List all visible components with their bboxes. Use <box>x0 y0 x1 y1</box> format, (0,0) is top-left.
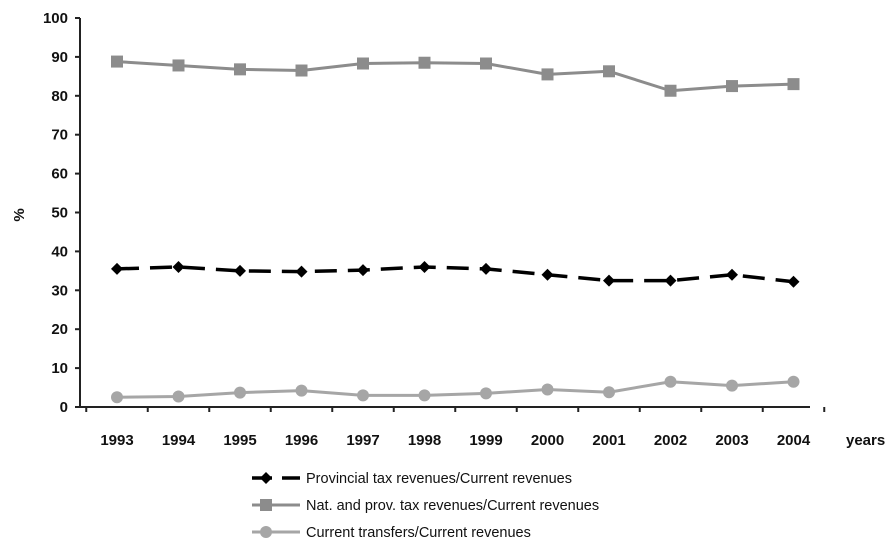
legend-swatch-marker <box>260 526 272 538</box>
legend-label: Current transfers/Current revenues <box>306 525 531 541</box>
y-tick-label: 80 <box>51 88 68 105</box>
data-point <box>295 265 308 278</box>
y-tick-label: 20 <box>51 321 68 338</box>
x-tick-label: 1999 <box>469 432 502 449</box>
data-point <box>172 59 185 72</box>
series-3 <box>111 375 800 404</box>
data-point <box>726 268 738 281</box>
x-tick-label: 2003 <box>715 432 748 449</box>
y-tick-label: 40 <box>51 243 68 260</box>
x-tick-label: 1994 <box>162 432 196 449</box>
data-point <box>480 262 492 275</box>
data-point <box>418 389 431 402</box>
data-point <box>357 264 369 277</box>
data-point <box>726 80 738 93</box>
data-point <box>787 275 800 288</box>
series-line <box>116 265 794 284</box>
data-point <box>418 56 431 69</box>
data-point <box>234 63 246 76</box>
data-point <box>603 274 615 287</box>
data-point <box>664 84 677 97</box>
y-tick-label: 70 <box>51 127 68 144</box>
series-line <box>116 60 794 93</box>
x-tick-label: 1993 <box>100 432 133 449</box>
data-point <box>418 260 431 273</box>
y-axis-label: % <box>11 208 28 221</box>
legend-item: Provincial tax revenues/Current revenues <box>252 471 572 487</box>
y-tick-label: 30 <box>51 282 68 299</box>
x-tick-label: 2001 <box>592 432 625 449</box>
data-point <box>295 384 308 397</box>
data-point <box>295 64 308 77</box>
data-point <box>357 389 369 402</box>
x-tick-label: 2004 <box>777 432 811 449</box>
x-tick-label: 1996 <box>285 432 318 449</box>
x-tick-label: 1997 <box>346 432 379 449</box>
x-tick-label: 2000 <box>531 432 564 449</box>
legend-label: Nat. and prov. tax revenues/Current reve… <box>306 498 599 514</box>
legend-item: Current transfers/Current revenues <box>252 525 531 541</box>
data-point <box>664 375 677 388</box>
x-tick-label: 1995 <box>223 432 256 449</box>
data-point <box>787 375 800 388</box>
data-point <box>603 386 615 399</box>
y-tick-label: 100 <box>43 10 68 27</box>
data-point <box>111 262 123 275</box>
y-tick-label: 10 <box>51 360 68 377</box>
data-point <box>726 379 738 392</box>
data-point <box>480 57 492 70</box>
data-point <box>234 386 246 399</box>
data-point <box>664 274 677 287</box>
y-tick-label: 0 <box>60 399 68 416</box>
y-tick-label: 90 <box>51 49 68 66</box>
x-tick-label: 1998 <box>408 432 441 449</box>
x-axis-label: years <box>846 432 885 449</box>
data-point <box>541 68 554 81</box>
x-ticks: 1993 1994 1995 1996 1997 1998 1999 2000 2001 2002… <box>85 407 826 449</box>
data-point <box>111 55 123 68</box>
data-point <box>787 78 800 91</box>
legend-label: Provincial tax revenues/Current revenues <box>306 471 572 487</box>
series-line <box>116 380 794 399</box>
data-point <box>541 268 554 281</box>
data-point <box>541 383 554 396</box>
legend-swatch-marker <box>260 499 272 511</box>
x-tick-label: 2002 <box>654 432 687 449</box>
axes <box>79 18 810 408</box>
data-point <box>234 264 246 277</box>
series-2 <box>111 55 800 97</box>
y-ticks: 0 10 20 30 40 50 60 70 80 90 100 <box>43 10 80 416</box>
data-point <box>172 260 185 273</box>
data-point <box>111 391 123 404</box>
legend-item: Nat. and prov. tax revenues/Current reve… <box>252 498 599 514</box>
legend: Provincial tax revenues/Current revenues… <box>252 471 599 541</box>
y-tick-label: 50 <box>51 205 68 222</box>
y-tick-label: 60 <box>51 166 68 183</box>
series <box>111 55 800 404</box>
data-point <box>480 387 492 400</box>
legend-swatch-marker <box>260 472 272 484</box>
data-point <box>172 390 185 403</box>
data-point <box>357 57 369 70</box>
series-1 <box>111 260 800 288</box>
data-point <box>603 65 615 78</box>
